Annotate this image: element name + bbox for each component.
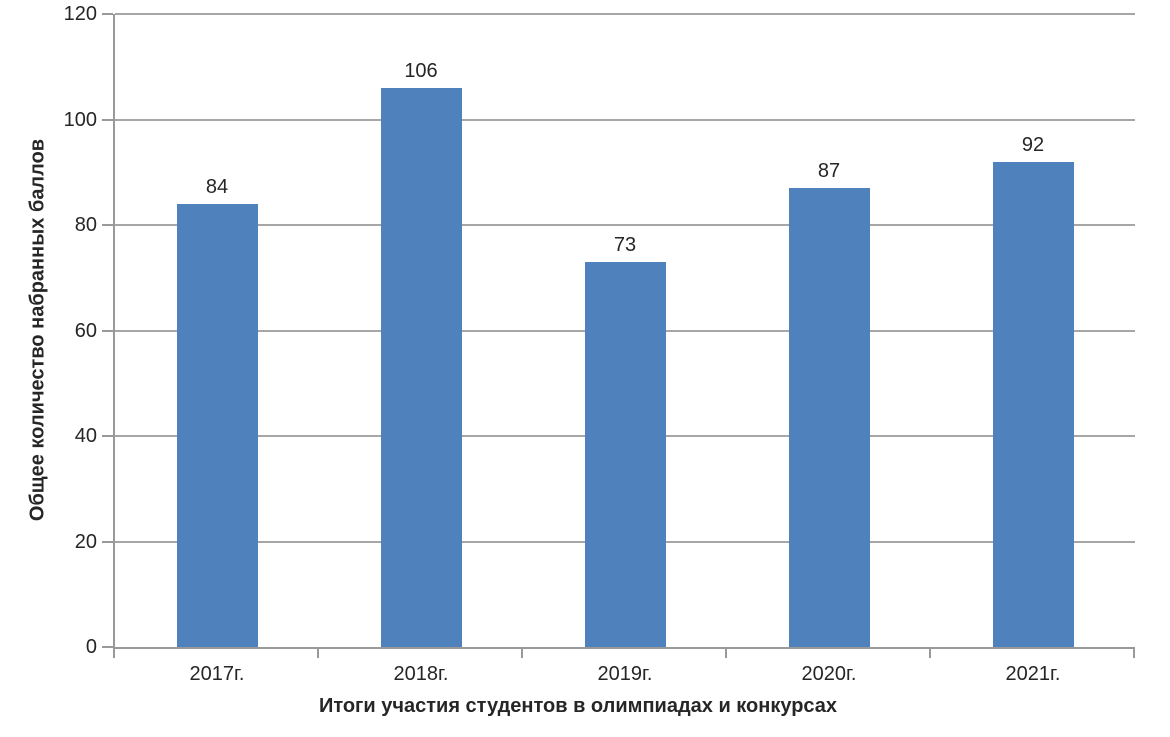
y-tick-label: 60 [74,319,97,342]
gridline [115,13,1135,15]
x-tick-mark [113,649,115,658]
x-tick-mark [1133,649,1135,658]
x-tick-mark [929,649,931,658]
x-axis-title: Итоги участия студентов в олимпиадах и к… [318,695,838,717]
x-tick-label: 2019г. [597,663,653,685]
x-tick-label: 2017г. [189,663,245,685]
bar-value-label: 92 [1021,133,1045,156]
y-axis-line [113,14,115,649]
y-tick-label: 120 [63,3,97,25]
x-tick-mark [521,649,523,658]
x-tick-label: 2018г. [393,663,449,685]
bar [992,161,1074,647]
bar-value-label: 106 [404,59,438,82]
gridline [115,118,1135,121]
plot-area: 84 106 73 87 92 [115,13,1135,647]
gridline [115,224,1135,226]
y-tick-label: 100 [63,108,97,131]
x-axis-line [113,647,1135,649]
y-tick-mark [102,540,113,543]
x-tick-mark [317,649,319,658]
y-tick-mark [102,646,113,648]
y-tick-label: 0 [85,636,97,658]
bar [584,261,666,647]
y-tick-label: 20 [74,530,97,553]
bar [176,203,258,647]
x-tick-mark [725,649,727,658]
y-tick-mark [102,224,113,226]
bar [380,87,462,647]
y-tick-mark [102,118,113,121]
x-tick-label: 2021г. [1005,663,1061,685]
y-tick-mark [102,13,113,15]
bar-value-label: 73 [613,233,637,256]
x-tick-label: 2020г. [801,663,857,685]
y-tick-label: 40 [74,425,97,447]
bar [788,188,870,647]
y-tick-label: 80 [74,214,97,236]
y-tick-mark [102,329,113,332]
bar-value-label: 84 [205,175,229,198]
y-tick-mark [102,435,113,437]
bar-value-label: 87 [817,160,841,183]
